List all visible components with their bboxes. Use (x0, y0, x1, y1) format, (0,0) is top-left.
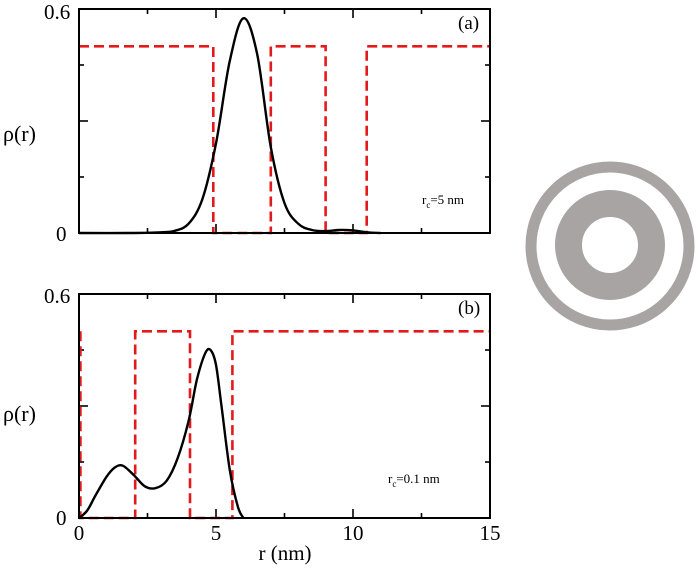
panel-b-frame (78, 293, 491, 519)
x-tick-label: 5 (211, 521, 222, 545)
panel-b-density-line (78, 347, 245, 519)
panel-b-ytick-top: 0.6 (44, 284, 70, 308)
x-tick-label: 0 (74, 521, 85, 545)
x-tick-label: 15 (480, 521, 501, 545)
panel-b-profile-line (79, 330, 490, 520)
panel-a-label: (a) (458, 13, 479, 34)
outer-ring (525, 161, 695, 331)
panel-b-ylabel: ρ(r) (3, 401, 36, 426)
panel-a-density-line (78, 17, 381, 235)
concentric-rings-icon (525, 161, 695, 331)
panel-a-profile-line (79, 45, 490, 235)
panel-a-frame (78, 8, 491, 234)
panel-a: ρ(r) 0.6 0 (a) rc=5 nm (3, 0, 491, 246)
panel-a-ylabel: ρ(r) (3, 121, 36, 146)
panel-b-label: (b) (458, 298, 480, 319)
panel-b-ytick-bottom: 0 (56, 506, 67, 530)
inner-ring (555, 190, 665, 300)
panel-a-ytick-bottom: 0 (56, 222, 67, 246)
panel-b-x-tick-labels: 0 5 10 15 (74, 521, 501, 545)
panel-a-ytick-top: 0.6 (44, 0, 70, 24)
panel-b-annotation: rc=0.1 nm (388, 471, 440, 489)
panel-b: ρ(r) 0.6 0 (b) rc=0.1 nm 0 5 10 15 r (nm) (3, 284, 501, 565)
x-tick-label: 10 (343, 521, 364, 545)
panel-b-xlabel: r (nm) (258, 541, 311, 565)
panel-a-annotation: rc=5 nm (422, 192, 464, 210)
